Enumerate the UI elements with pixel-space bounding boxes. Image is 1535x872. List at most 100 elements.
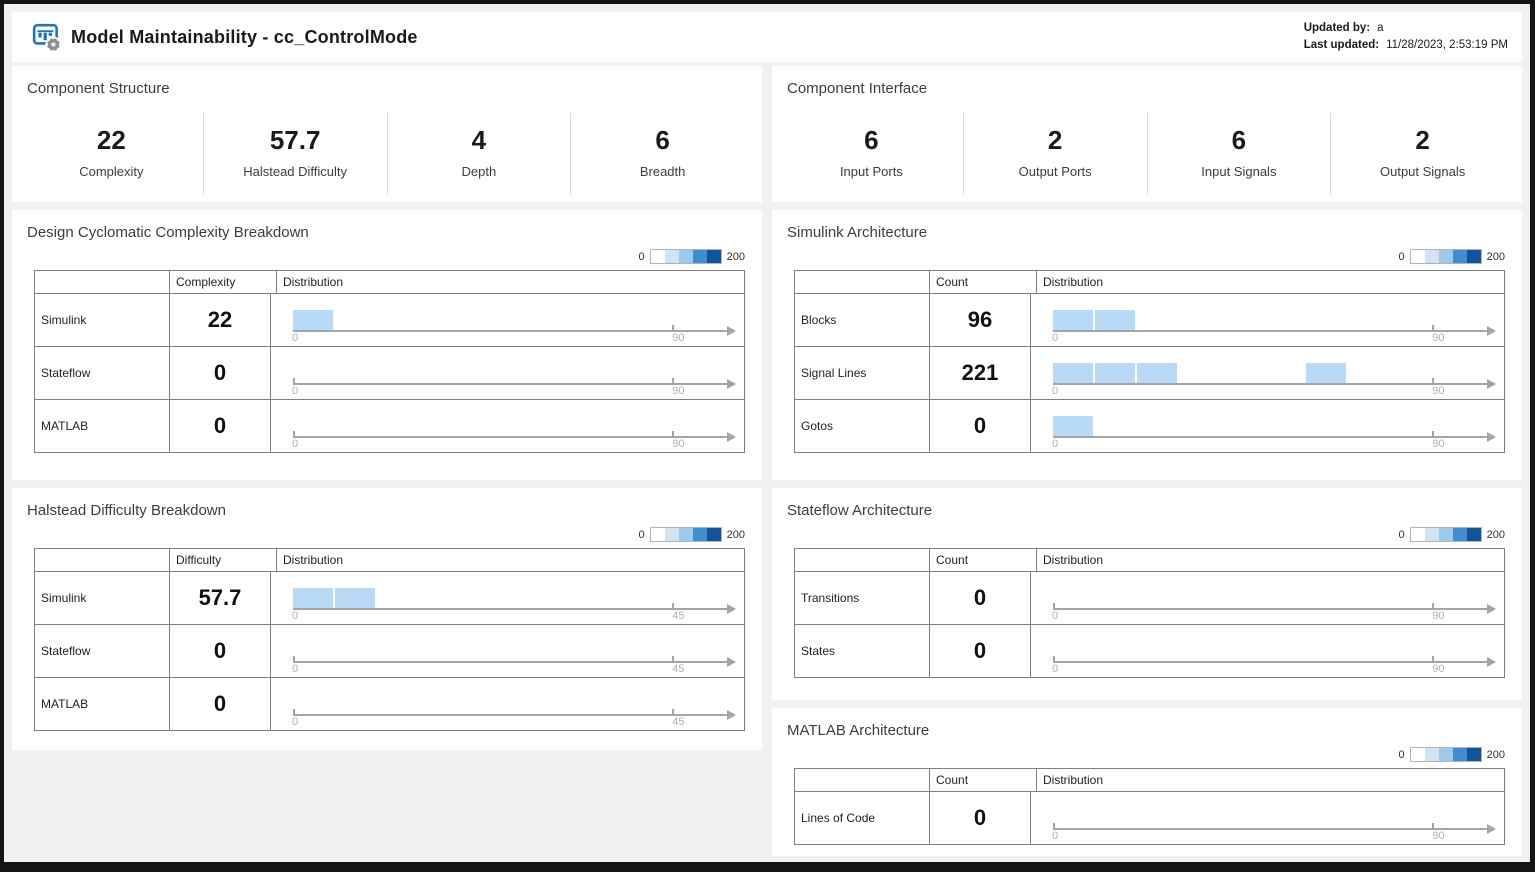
stat-depth[interactable]: 4 Depth [386,113,571,195]
stat-label: Input Ports [839,164,903,179]
legend-scale-segment [678,528,693,541]
table-row-lines-of-code[interactable]: Lines of Code 0 0 90 [795,791,1504,844]
histogram-bar [1305,363,1346,383]
header-cell-distribution: Distribution [1036,549,1504,571]
header-cell-value: Count [929,769,1036,791]
stat-value: 22 [96,125,126,155]
table-row-simulink[interactable]: Simulink 22 0 90 [35,293,744,346]
distribution-axis: 0 90 [1052,416,1496,450]
legend-scale-segment [678,250,693,263]
axis-tick-end [672,603,675,608]
legend-scale-segment [692,250,707,263]
axis-tick-end [1432,603,1435,608]
gear-icon [45,36,62,52]
row-label: Transitions [801,591,860,605]
distribution-cell: 0 45 [270,625,744,677]
stat-input-signals[interactable]: 6 Input Signals [1146,113,1331,195]
metrics-table: Count Distribution Transitions 0 0 90 States 0 0… [794,548,1505,678]
table-header-row: Difficulty Distribution [35,549,744,571]
legend-scale-segment [1466,748,1481,761]
updated-by-value: a [1377,22,1384,34]
axis-tick-label-start: 0 [1052,830,1059,842]
table-row-matlab[interactable]: MATLAB 0 0 90 [35,399,744,452]
stat-output-ports[interactable]: 2 Output Ports [962,113,1147,195]
legend: 0 200 [34,249,745,264]
axis-tick-end [1432,431,1435,436]
table-wrap: 0 200 Count Distribution Transitions 0 0 90 Stat… [794,527,1505,678]
axis-tick-label-end: 90 [672,438,685,450]
table-header-row: Count Distribution [795,271,1504,293]
legend-scale-segment [650,528,665,541]
row-label: Signal Lines [801,366,867,380]
table-row-transitions[interactable]: Transitions 0 0 90 [795,571,1504,624]
updated-by-line: Updated by: a [1304,20,1508,37]
legend-min-label: 0 [1398,748,1405,761]
table-row-stateflow[interactable]: Stateflow 0 0 45 [35,624,744,677]
header-cell-empty [795,271,929,293]
row-label: Blocks [801,313,837,327]
legend: 0 200 [794,747,1505,762]
distribution-axis: 0 90 [1052,363,1496,397]
stat-halstead-difficulty[interactable]: 57.7 Halstead Difficulty [202,113,387,195]
distribution-cell: 0 90 [1030,347,1504,399]
panel-title: Stateflow Architecture [787,502,933,519]
legend-max-label: 200 [726,528,745,541]
legend-scale-segment [1424,748,1439,761]
axis-tick-label-start: 0 [1052,663,1059,675]
stat-complexity[interactable]: 22 Complexity [20,113,203,195]
legend-scale-segment [1424,528,1439,541]
axis-tick-label-end: 90 [1432,385,1445,397]
histogram-bar [1053,363,1094,383]
table-row-stateflow[interactable]: Stateflow 0 0 90 [35,346,744,399]
distribution-axis: 0 90 [1052,656,1496,675]
axis-tick-label-end: 90 [1432,332,1445,344]
panel-title: Simulink Architecture [787,224,928,241]
table-row-simulink[interactable]: Simulink 57.7 0 45 [35,571,744,624]
metric-value: 221 [929,347,1030,399]
table-wrap: 0 200 Complexity Distribution Simulink 22 0 90 S… [34,249,745,453]
metrics-table: Complexity Distribution Simulink 22 0 90 State… [34,270,745,453]
model-maintainability-icon [32,23,62,52]
header-cell-distribution: Distribution [276,271,744,293]
stat-value: 4 [471,125,487,155]
header-cell-empty [795,549,929,571]
legend-scale [1409,747,1482,762]
row-label: MATLAB [41,419,89,433]
table-row-blocks[interactable]: Blocks 96 0 90 [795,293,1504,346]
stats-row: 6 Input Ports 2 Output Ports 6 Input Signals 2… [772,113,1522,195]
stat-output-signals[interactable]: 2 Output Signals [1330,113,1514,195]
stat-label: Output Ports [1018,164,1092,179]
table-row-matlab[interactable]: MATLAB 0 0 45 [35,677,744,730]
stat-value: 2 [1415,125,1430,155]
axis-tick-start [293,431,295,436]
row-label: Stateflow [41,644,91,658]
legend: 0 200 [794,527,1505,542]
stat-value: 2 [1047,125,1063,155]
stat-label: Complexity [79,164,144,179]
header-cell-empty [35,549,169,571]
histogram-bar [335,588,376,608]
metrics-table: Count Distribution Blocks 96 0 90 Signal Lines… [794,270,1505,453]
panel-component-interface: Component Interface 6 Input Ports 2 Output P… [772,66,1522,202]
last-updated-value: 11/28/2023, 2:53:19 PM [1386,39,1508,51]
distribution-cell: 0 90 [270,347,744,399]
metrics-table: Difficulty Distribution Simulink 57.7 0 45 Sta… [34,548,745,731]
table-row-gotos[interactable]: Gotos 0 0 90 [795,399,1504,452]
distribution-cell: 0 90 [1030,792,1504,844]
metric-value: 0 [929,572,1030,624]
stat-breadth[interactable]: 6 Breadth [570,113,754,195]
legend-scale-segment [664,528,679,541]
stat-input-ports[interactable]: 6 Input Ports [780,113,963,195]
panel-component-structure: Component Structure 22 Complexity 57.7 Halst… [12,66,762,202]
table-row-signal-lines[interactable]: Signal Lines 221 0 90 [795,346,1504,399]
distribution-axis: 0 90 [1052,823,1496,842]
legend-scale [1409,527,1482,542]
stat-value: 6 [1231,125,1247,155]
table-row-states[interactable]: States 0 0 90 [795,624,1504,677]
legend-scale-segment [1452,528,1467,541]
last-updated-label: Last updated: [1303,39,1380,51]
metric-value: 0 [929,400,1030,452]
metric-value: 22 [169,294,270,346]
histogram-bar [1053,416,1094,436]
